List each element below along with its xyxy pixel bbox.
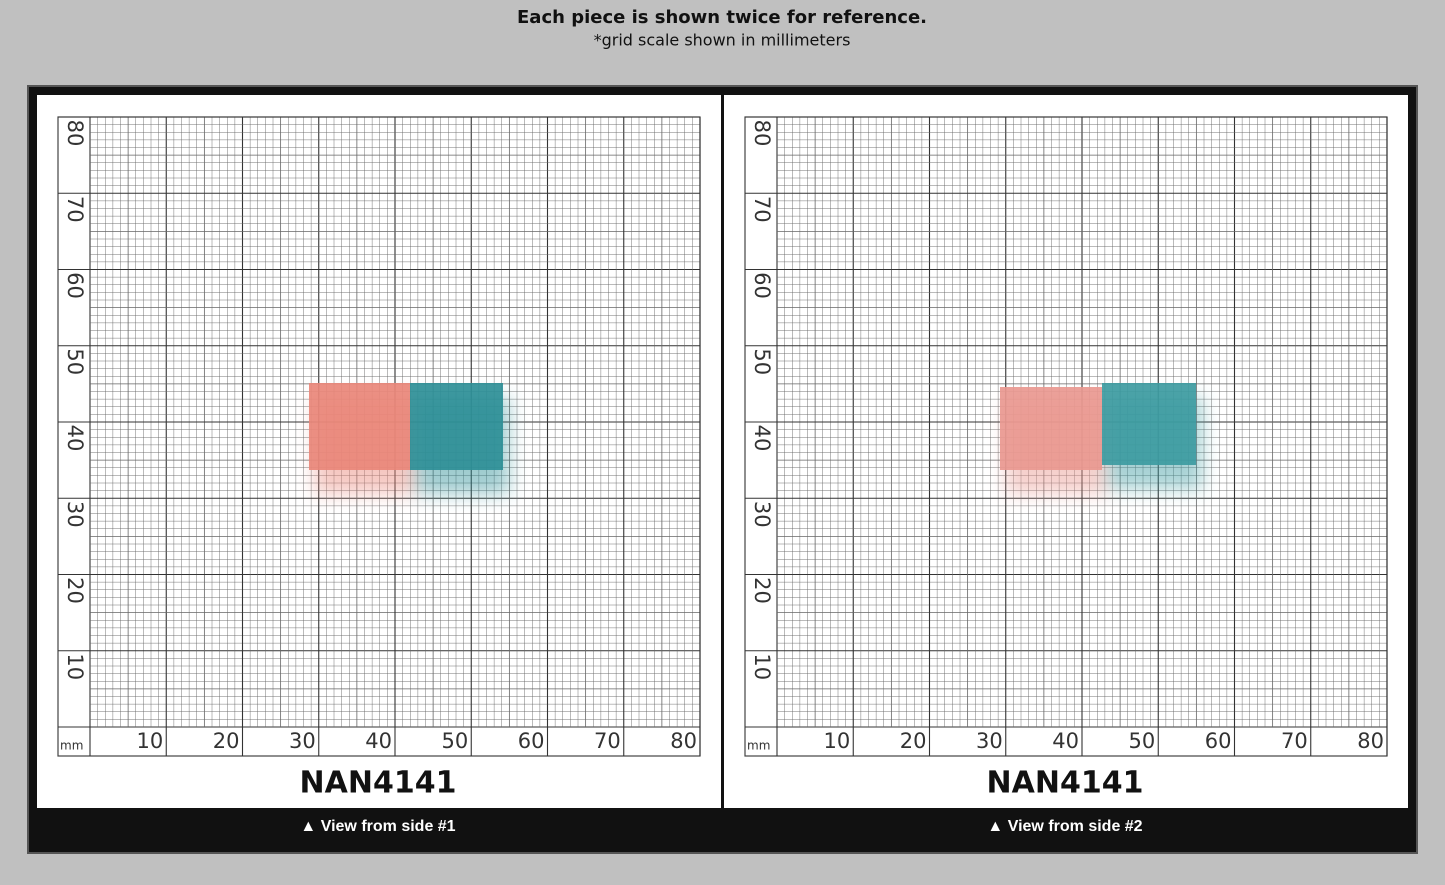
x-scale-label: 80 bbox=[670, 729, 697, 753]
subtitle: *grid scale shown in millimeters bbox=[594, 31, 851, 50]
x-scale-label: 80 bbox=[1357, 729, 1384, 753]
glass-piece bbox=[410, 383, 503, 470]
panel: mm 10 20 30 40 50 60 70 80 10 20 30 40 50 60 70 80 NAN414… bbox=[724, 95, 1408, 835]
glass-piece bbox=[1102, 383, 1196, 465]
x-scale-label: 70 bbox=[594, 729, 621, 753]
y-scale-label: 50 bbox=[750, 348, 774, 375]
x-scale-label: 20 bbox=[900, 729, 927, 753]
y-scale-label: 10 bbox=[750, 653, 774, 680]
y-scale-label: 30 bbox=[750, 501, 774, 528]
unit-label: mm bbox=[60, 739, 83, 753]
x-scale-label: 50 bbox=[442, 729, 469, 753]
y-scale-label: 70 bbox=[63, 196, 87, 223]
y-scale-label: 20 bbox=[63, 577, 87, 604]
y-scale-label: 80 bbox=[750, 120, 774, 147]
y-scale-label: 50 bbox=[63, 348, 87, 375]
y-scale-label: 20 bbox=[750, 577, 774, 604]
x-scale-label: 10 bbox=[137, 729, 164, 753]
x-scale-label: 70 bbox=[1281, 729, 1308, 753]
x-scale-label: 40 bbox=[365, 729, 392, 753]
panels: mm 10 20 30 40 50 60 70 80 10 20 30 40 50 60 70 80 NAN414… bbox=[37, 95, 1408, 835]
x-scale-label: 20 bbox=[213, 729, 240, 753]
panel: mm 10 20 30 40 50 60 70 80 10 20 30 40 50 60 70 80 NAN414… bbox=[37, 95, 721, 835]
view-caption: ▲ View from side #1 bbox=[300, 818, 455, 835]
y-scale-label: 60 bbox=[750, 272, 774, 299]
x-scale-label: 60 bbox=[518, 729, 545, 753]
y-scale-label: 40 bbox=[750, 425, 774, 452]
title: Each piece is shown twice for reference. bbox=[517, 7, 927, 28]
unit-label: mm bbox=[747, 739, 770, 753]
y-scale-label: 30 bbox=[63, 501, 87, 528]
x-scale-label: 40 bbox=[1052, 729, 1079, 753]
x-scale-label: 60 bbox=[1205, 729, 1232, 753]
y-scale-label: 10 bbox=[63, 653, 87, 680]
glass-piece bbox=[1000, 387, 1102, 470]
y-scale-label: 40 bbox=[63, 425, 87, 452]
x-scale-label: 10 bbox=[824, 729, 851, 753]
y-scale-label: 80 bbox=[63, 120, 87, 147]
y-scale-label: 60 bbox=[63, 272, 87, 299]
x-scale-label: 30 bbox=[289, 729, 316, 753]
glass-piece bbox=[309, 383, 410, 470]
view-caption: ▲ View from side #2 bbox=[987, 818, 1142, 835]
x-scale-label: 50 bbox=[1129, 729, 1156, 753]
product-code: NAN4141 bbox=[987, 766, 1144, 801]
product-code: NAN4141 bbox=[300, 766, 457, 801]
x-scale-label: 30 bbox=[976, 729, 1003, 753]
y-scale-label: 70 bbox=[750, 196, 774, 223]
